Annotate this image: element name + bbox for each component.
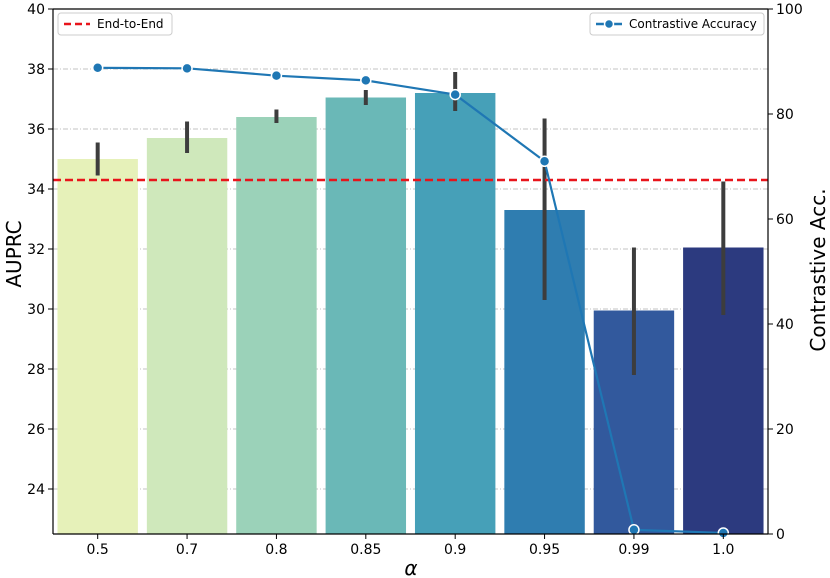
contrastive-accuracy-point <box>628 524 640 536</box>
y2-tick-label: 20 <box>776 422 794 438</box>
y-tick-label: 30 <box>27 302 45 318</box>
y2-tick-label: 40 <box>776 317 794 333</box>
bar <box>325 97 407 534</box>
x-tick-label: 0.95 <box>529 542 560 558</box>
y-ticks-right: 0 20 40 60 80 100 <box>768 2 803 543</box>
contrastive-accuracy-point <box>449 88 461 101</box>
contrastive-accuracy-line <box>97 66 724 535</box>
y-axis-label: AUPRC <box>2 220 26 287</box>
bar <box>146 138 228 534</box>
y-tick-label: 28 <box>27 362 45 378</box>
x-tick-label: 0.85 <box>350 542 381 558</box>
y-tick-label: 34 <box>27 182 45 198</box>
y-tick-label: 36 <box>27 122 45 138</box>
x-tick-label: 1.0 <box>712 542 734 558</box>
contrastive-accuracy-point <box>360 74 372 87</box>
y-tick-label: 26 <box>27 422 45 438</box>
y-tick-label: 32 <box>27 242 45 258</box>
contrastive-accuracy-point <box>181 62 193 75</box>
contrastive-accuracy-point <box>91 62 104 74</box>
error-bars <box>95 72 726 375</box>
y-ticks-left: 24 26 28 30 32 34 36 38 40 <box>27 2 53 498</box>
x-tick-label: 0.5 <box>87 542 109 558</box>
y-tick-label: 24 <box>27 482 45 498</box>
x-tick-label: 0.9 <box>444 542 466 558</box>
legend-contrastive-accuracy: Contrastive Accuracy <box>589 12 765 36</box>
x-ticks: 0.5 0.7 0.8 0.85 0.9 0.95 0.99 1.0 <box>87 534 734 558</box>
accuracy-line-layer <box>91 62 730 539</box>
y2-tick-label: 100 <box>776 2 803 18</box>
legend-label-contrastive-accuracy: Contrastive Accuracy <box>629 17 757 31</box>
x-tick-label: 0.99 <box>618 542 649 558</box>
axes <box>52 8 769 535</box>
legend-marker-swatch <box>603 18 615 30</box>
bar <box>57 159 138 534</box>
bar <box>414 93 496 534</box>
bar <box>236 117 317 534</box>
x-tick-label: 0.7 <box>176 542 198 558</box>
y2-axis-label: Contrastive Acc. <box>806 188 830 351</box>
x-axis-label: α <box>404 556 417 578</box>
contrastive-accuracy-point <box>538 155 551 167</box>
y2-tick-label: 0 <box>776 527 785 543</box>
y-tick-label: 38 <box>27 62 45 78</box>
contrastive-accuracy-point <box>270 69 283 82</box>
y2-tick-label: 80 <box>776 107 794 123</box>
y2-tick-label: 60 <box>776 212 794 228</box>
legend-label-end-to-end: End-to-End <box>97 17 164 31</box>
bars <box>57 93 764 534</box>
y-tick-label: 40 <box>27 2 45 18</box>
x-tick-label: 0.8 <box>265 542 287 558</box>
legend-end-to-end: End-to-End <box>57 12 173 36</box>
